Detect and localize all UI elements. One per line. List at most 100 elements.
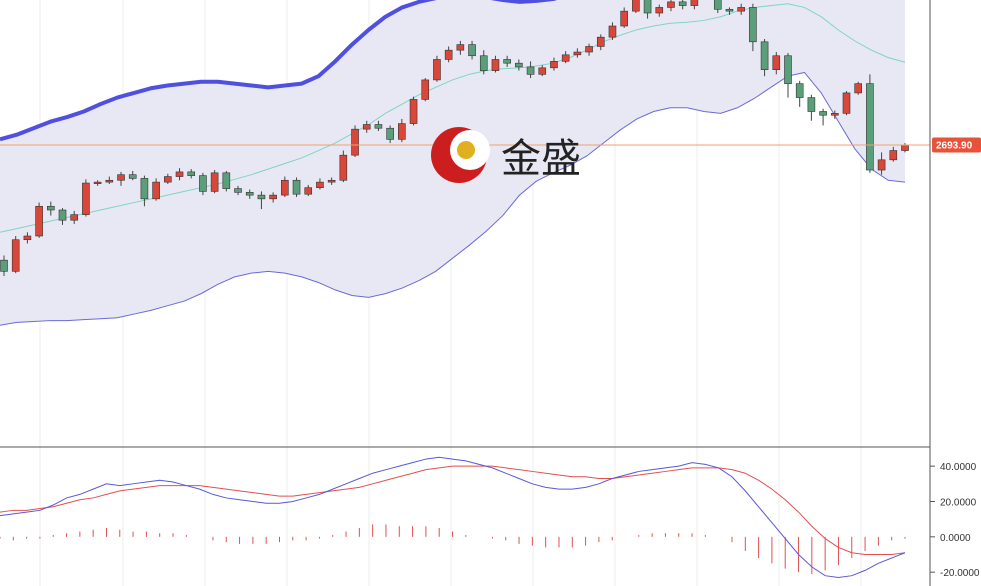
candle [550, 57, 558, 71]
candle-body [222, 172, 231, 189]
candle-body [105, 179, 114, 183]
candle-body [807, 97, 816, 112]
candle [585, 43, 593, 56]
candle [47, 201, 55, 216]
candle [222, 170, 231, 192]
candle [561, 51, 570, 64]
candle [667, 0, 675, 12]
candle [866, 74, 874, 173]
candle-body [713, 0, 722, 10]
candle-body [245, 192, 254, 196]
candle-body [550, 61, 558, 69]
candle [117, 171, 125, 186]
candle [749, 3, 757, 52]
band-lower-line [0, 71, 906, 326]
candle-body [503, 59, 511, 64]
candle-body [819, 111, 827, 116]
candle [187, 169, 196, 179]
candle [830, 110, 839, 119]
candle [596, 34, 605, 51]
candle-body [175, 171, 184, 177]
candle-body [889, 150, 898, 161]
candle [573, 48, 582, 58]
candle [725, 7, 734, 15]
candle [374, 120, 383, 132]
candle [854, 81, 862, 95]
candle [82, 179, 90, 217]
candle [468, 40, 476, 60]
candle [444, 46, 453, 63]
candle-body [456, 44, 465, 51]
tick-label: 0.0000 [940, 533, 971, 544]
candle [795, 80, 804, 107]
candle-body [409, 99, 418, 124]
candle [819, 108, 827, 126]
candle [877, 152, 886, 175]
candle [351, 125, 359, 158]
candle-body [269, 194, 277, 200]
candle-body [281, 179, 289, 196]
candle [807, 94, 816, 121]
tick-label: 40.0000 [940, 462, 977, 473]
macd-panel [0, 456, 906, 578]
candle [515, 59, 523, 71]
candle [456, 40, 465, 55]
candle-body [573, 51, 582, 56]
candle-body [398, 123, 406, 140]
macd-axis-ticks: 40.0000 20.0000 0.0000 -20.0000 [930, 462, 980, 579]
candle-body [760, 41, 769, 70]
candle-body [386, 127, 394, 140]
candle-body [866, 83, 874, 171]
candle-body [304, 187, 313, 195]
candle [842, 91, 851, 116]
candle [362, 120, 371, 133]
candle-body [47, 205, 55, 211]
candle-body [784, 55, 792, 84]
logo: 金盛 [431, 127, 581, 183]
candle-body [561, 54, 570, 62]
candle [655, 4, 664, 17]
candle [11, 236, 20, 274]
signal-line [0, 465, 906, 555]
candle-body [538, 67, 547, 75]
candle [479, 50, 488, 75]
candle [199, 172, 207, 196]
candle-body [257, 194, 266, 200]
candle [503, 55, 511, 67]
candle-body [70, 214, 79, 221]
candle-body [655, 7, 664, 14]
candle [386, 125, 394, 144]
candle-body [187, 171, 196, 176]
candle-body [795, 83, 804, 98]
candle [23, 232, 32, 244]
candle [491, 55, 500, 73]
candle-body [678, 1, 687, 6]
candle [632, 0, 640, 14]
candle [398, 118, 406, 143]
price-tag-label: 2693.90 [936, 141, 973, 152]
candle [339, 150, 348, 183]
logo-emblem-icon [431, 127, 490, 183]
candle-body [830, 113, 839, 116]
candle-body [140, 178, 149, 200]
candle [526, 61, 535, 79]
candle-body [479, 55, 488, 71]
candle-body [433, 59, 441, 81]
candle-body [667, 1, 675, 8]
candle-body [737, 7, 745, 12]
candle [175, 168, 184, 181]
candle [433, 55, 441, 82]
candle-body [327, 179, 336, 183]
candle-body [620, 10, 628, 27]
candle-body [362, 124, 371, 130]
candle [70, 210, 79, 224]
candle-body [877, 159, 886, 171]
candle-body [585, 46, 593, 53]
candle-body [526, 66, 535, 75]
candle [889, 146, 898, 162]
candle-body [854, 83, 862, 94]
candle-body [725, 8, 734, 12]
candle-body [210, 172, 219, 192]
candle-body [0, 259, 8, 272]
